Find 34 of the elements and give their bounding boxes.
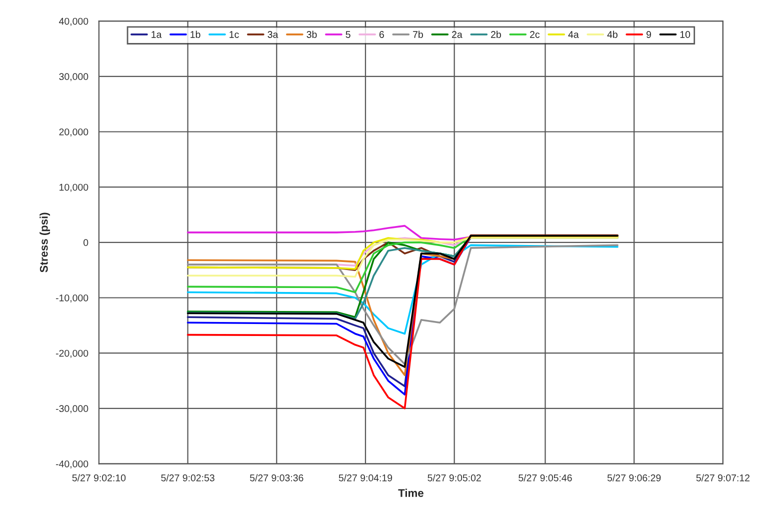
legend-label: 2b <box>491 30 501 38</box>
x-tick-label: 5/27 9:03:36 <box>250 474 304 482</box>
legend-label: 10 <box>680 31 690 38</box>
legend-label: 7b <box>413 30 423 38</box>
x-tick-label: 5/27 9:04:19 <box>338 474 392 482</box>
legend-label: 6 <box>379 31 384 38</box>
y-tick-label: -20,000 <box>56 350 88 358</box>
x-tick-label: 5/27 9:02:53 <box>161 474 214 482</box>
legend-label: 4b <box>607 30 618 38</box>
legend-label: 9 <box>646 31 651 38</box>
legend-label: 3a <box>268 31 278 38</box>
y-tick-label: 40,000 <box>59 18 88 26</box>
legend-label: 2a <box>452 31 462 38</box>
y-tick-label: 0 <box>83 239 88 246</box>
y-tick-label: -10,000 <box>56 294 88 303</box>
y-tick-label: -40,000 <box>56 460 88 469</box>
x-tick-label: 5/27 9:06:29 <box>607 474 661 482</box>
y-axis-title: Stress (psi) <box>40 212 50 272</box>
legend-label: 3b <box>306 30 317 38</box>
legend-label: 1a <box>152 31 162 38</box>
x-tick-label: 5/27 9:05:46 <box>518 474 572 482</box>
y-tick-label: 30,000 <box>59 73 88 82</box>
legend-label: 1b <box>190 30 200 38</box>
x-axis-title: Time <box>398 488 424 497</box>
y-tick-label: 20,000 <box>59 128 88 137</box>
legend-label: 1c <box>230 31 239 38</box>
x-tick-label: 5/27 9:05:02 <box>428 474 481 482</box>
x-tick-label: 5/27 9:02:10 <box>72 474 126 482</box>
x-tick-label: 5/27 9:07:12 <box>696 474 750 482</box>
y-tick-label: 10,000 <box>60 184 88 192</box>
legend-label: 4a <box>568 31 579 38</box>
legend-label: 5 <box>346 31 350 38</box>
legend-label: 2c <box>530 31 540 38</box>
y-tick-label: -30,000 <box>56 405 88 414</box>
